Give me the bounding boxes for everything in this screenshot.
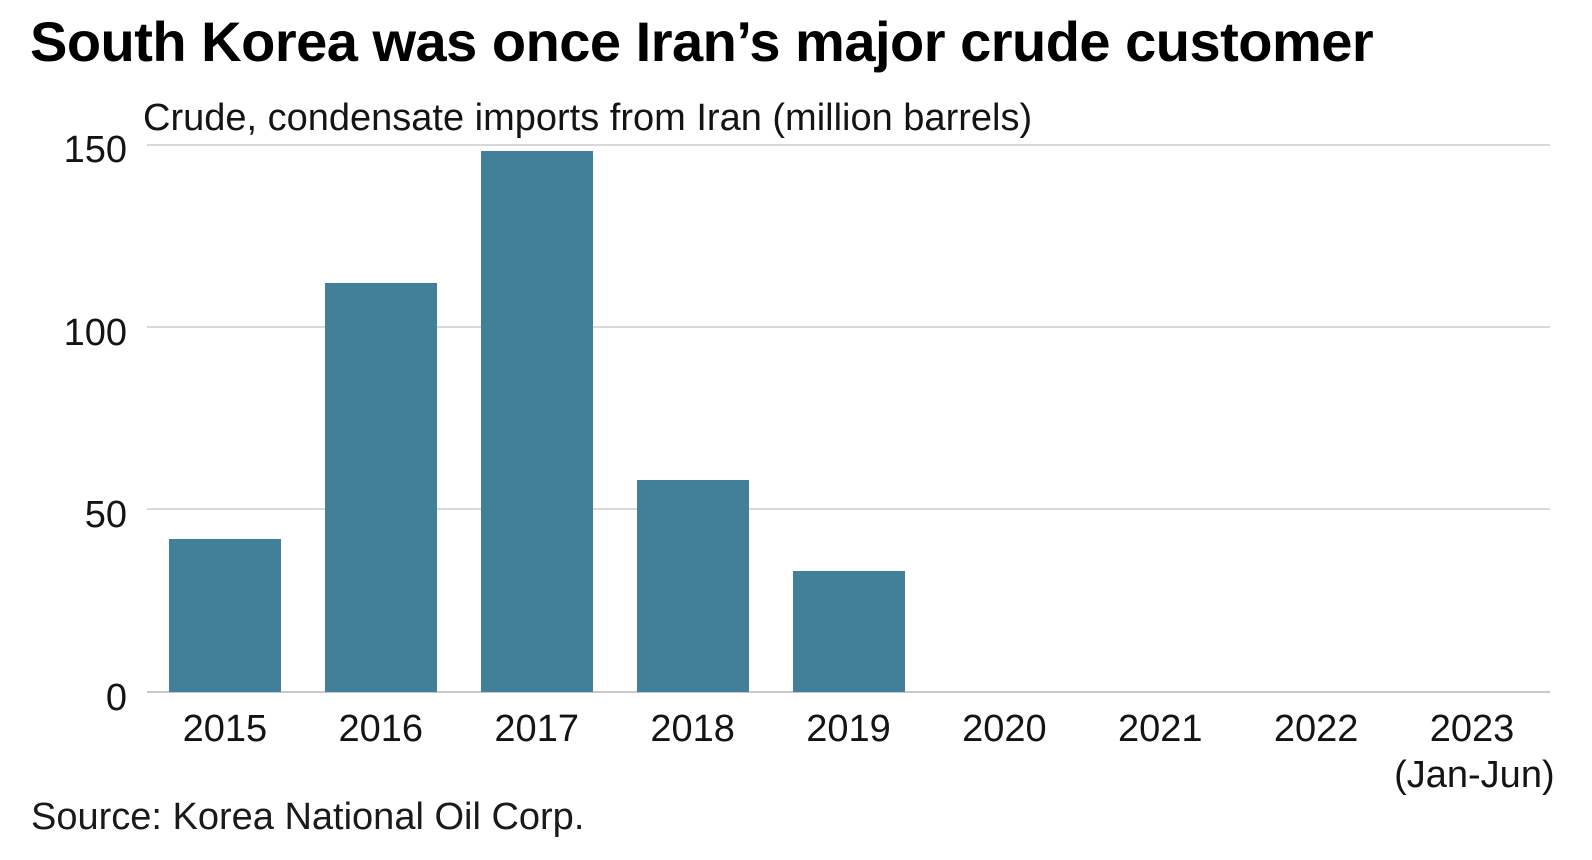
x-tick-year: 2021 (1117, 708, 1203, 750)
bar-2016 (324, 282, 437, 692)
x-tick-year: 2016 (338, 708, 424, 750)
y-tick-label-50: 50 (84, 494, 127, 537)
x-tick-label-2022: 2022 (1238, 706, 1394, 752)
x-tick-year: 2020 (962, 708, 1047, 750)
x-tick-label-2020: 2020 (926, 706, 1082, 752)
bar-2019 (792, 571, 905, 692)
x-tick-period-note: (Jan-Jun) (1394, 754, 1555, 796)
bar-2018 (636, 480, 749, 692)
x-tick-year: 2015 (182, 708, 268, 750)
x-tick-label-2018: 2018 (615, 706, 771, 752)
x-tick-year: 2019 (806, 708, 891, 750)
bar-2015 (168, 538, 281, 692)
source-note: Source: Korea National Oil Corp. (31, 796, 585, 838)
x-tick-label-2016: 2016 (303, 706, 459, 752)
x-tick-year: 2018 (650, 708, 735, 750)
chart-title: South Korea was once Iran’s major crude … (30, 10, 1374, 73)
x-tick-year: 2017 (494, 708, 579, 750)
y-tick-label-0: 0 (105, 677, 127, 719)
y-tick-label-100: 100 (63, 311, 127, 354)
x-tick-label-2015: 2015 (147, 706, 303, 752)
x-tick-year: 2023 (1429, 708, 1515, 750)
x-tick-label-2019: 2019 (771, 706, 927, 752)
x-tick-label-2021: 2021 (1082, 706, 1238, 752)
x-tick-label-2023: 2023 (Jan-Jun) (1394, 706, 1555, 798)
plot-area (147, 144, 1550, 693)
chart-subtitle: Crude, condensate imports from Iran (mil… (143, 97, 1033, 139)
bar-2017 (480, 151, 593, 692)
gridline-100 (147, 325, 1550, 328)
gridline-0 (147, 691, 1550, 693)
y-tick-label-150: 150 (63, 129, 127, 171)
gridline-50 (147, 508, 1550, 511)
x-tick-label-2017: 2017 (459, 706, 615, 752)
x-tick-year: 2022 (1273, 708, 1359, 750)
gridline-150 (147, 144, 1550, 146)
